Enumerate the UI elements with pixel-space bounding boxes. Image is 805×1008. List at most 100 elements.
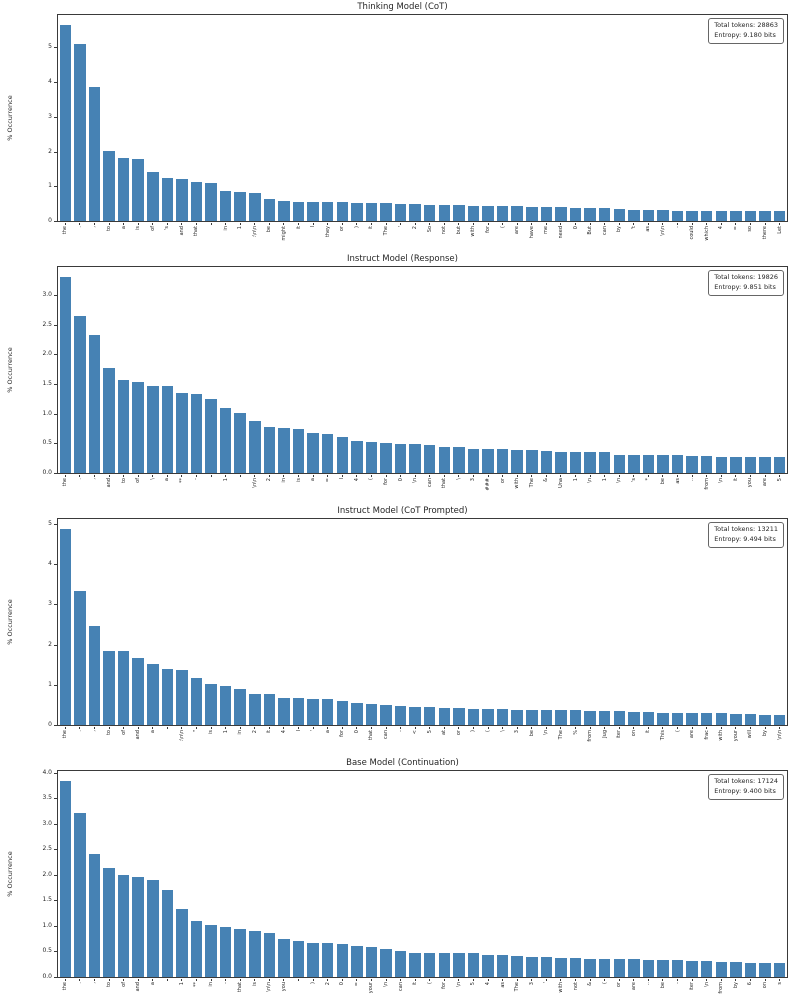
x-tick-mark (385, 727, 387, 729)
x-tick-label: be (266, 226, 273, 233)
x-tick-mark (647, 223, 649, 225)
x-tick-label: \n (718, 478, 725, 483)
bar-slot (670, 15, 685, 221)
x-tick-label: \n\n (266, 982, 273, 992)
bar-slot (627, 519, 642, 725)
x-tick-mark (575, 979, 577, 981)
bar (730, 713, 742, 725)
entropy-text: Entropy: 9.851 bits (714, 282, 776, 291)
x-tick-mark (137, 727, 139, 729)
x-tick-mark (370, 979, 372, 981)
x-tick-mark (108, 979, 110, 981)
bar-slot (204, 771, 219, 977)
bar (511, 206, 523, 221)
x-tick: at (437, 727, 452, 742)
x-tick-mark (589, 979, 591, 981)
bar-slot (554, 519, 569, 725)
x-tick: are (627, 979, 642, 994)
bar (59, 528, 72, 725)
x-tick-mark (225, 223, 227, 225)
bar-slot (758, 15, 773, 221)
bar (482, 206, 494, 221)
x-tick: ( (597, 979, 612, 994)
x-tick: 6 (743, 979, 758, 994)
bar (744, 211, 757, 221)
x-tick-label: 0 (339, 982, 346, 986)
bar (321, 433, 334, 473)
x-tick: Jug (597, 727, 612, 742)
x-tick: .. (685, 475, 700, 491)
x-axis-labels: the., to a is of 's and that in 1:\n\n be might it I… (58, 223, 787, 241)
x-tick: as (495, 979, 510, 994)
x-tick: ( (422, 979, 437, 994)
x-tick-mark (341, 475, 343, 477)
x-tick-label: & (587, 982, 594, 986)
x-tick: or (452, 727, 467, 742)
x-tick: for (437, 979, 452, 994)
bar-slot (743, 15, 758, 221)
bar-slot (422, 15, 437, 221)
bar (278, 200, 290, 221)
x-tick-label: I (310, 226, 317, 228)
x-tick-mark (400, 979, 402, 981)
x-tick-mark (137, 223, 139, 225)
x-tick-mark (327, 223, 329, 225)
bar (234, 929, 246, 977)
x-tick: from (583, 727, 598, 742)
bar-slot (495, 15, 510, 221)
x-tick-mark (560, 979, 562, 981)
x-tick: of (131, 475, 146, 491)
x-tick-mark (531, 727, 533, 729)
x-tick-label: 5 (470, 982, 477, 986)
bar (249, 420, 261, 473)
x-tick-mark (662, 727, 664, 729)
x-tick-mark (502, 727, 504, 729)
bar (176, 392, 188, 473)
bar-slot (408, 771, 423, 977)
x-tick-mark (749, 979, 751, 981)
bar-slot (160, 771, 175, 977)
x-tick-label: ( (499, 226, 506, 228)
x-tick: it (291, 223, 306, 241)
x-tick: \n (612, 475, 627, 491)
x-tick-mark (312, 223, 314, 225)
x-tick-label: from (718, 982, 725, 994)
bar (292, 940, 305, 977)
bar-slot (204, 267, 219, 473)
bar-slot (379, 15, 394, 221)
x-tick-mark (575, 727, 577, 729)
bar-slot (291, 771, 306, 977)
bar-slot (466, 519, 481, 725)
bar-slot (379, 771, 394, 977)
bar (147, 664, 159, 725)
x-tick-mark (560, 223, 562, 225)
x-tick-mark (152, 475, 154, 477)
bar (555, 957, 567, 977)
bar (307, 432, 319, 473)
x-tick-label: to (106, 730, 113, 736)
x-tick-mark (254, 979, 256, 981)
x-tick: This (656, 727, 671, 742)
bar-slot (597, 771, 612, 977)
y-tick-mark (54, 725, 57, 726)
bar-slot (714, 519, 729, 725)
x-tick: 3 (466, 475, 481, 491)
x-tick-mark (706, 727, 708, 729)
bar-slot (525, 15, 540, 221)
bar (88, 335, 101, 473)
x-tick-label: I (295, 730, 302, 732)
bar-slot (379, 519, 394, 725)
bar (205, 399, 217, 473)
bar (278, 427, 290, 473)
x-tick-mark (356, 727, 358, 729)
bar-slot (262, 519, 277, 725)
x-tick-mark (210, 979, 212, 981)
bar-slot (248, 267, 263, 473)
x-tick-mark (779, 223, 781, 225)
x-tick-mark (385, 223, 387, 225)
x-tick: & (583, 979, 598, 994)
x-tick-mark (720, 727, 722, 729)
x-tick: So (422, 223, 437, 241)
x-tick-label: \n\n (251, 478, 258, 488)
x-tick-mark (400, 727, 402, 729)
